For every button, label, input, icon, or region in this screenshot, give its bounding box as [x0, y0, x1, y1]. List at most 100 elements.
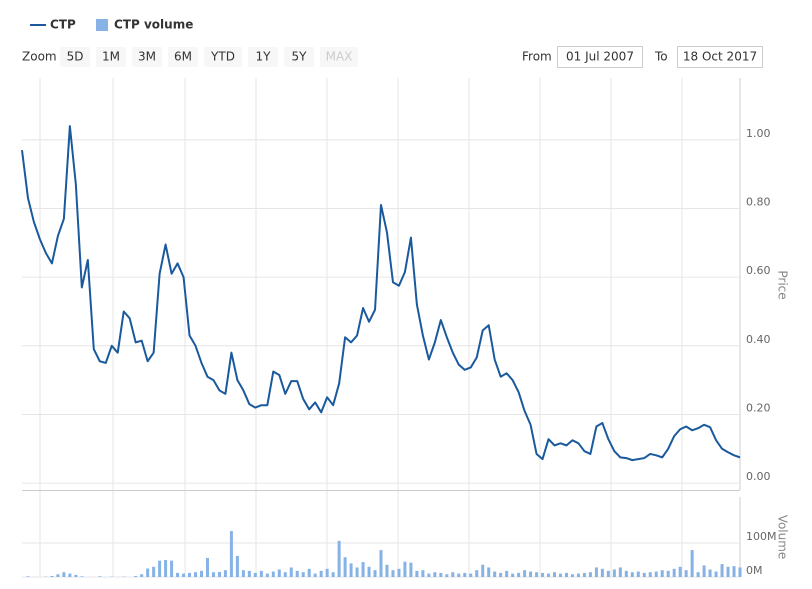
legend-label[interactable]: CTP — [50, 18, 76, 32]
zoom-button-bg[interactable] — [132, 47, 162, 67]
volume-bar — [319, 570, 323, 577]
legend-symbol[interactable] — [96, 19, 108, 31]
zoom-button[interactable]: 5D — [60, 47, 90, 67]
volume-bar — [439, 572, 443, 577]
volume-bar — [660, 570, 664, 577]
zoom-button-bg[interactable] — [168, 47, 198, 67]
volume-bar — [505, 570, 509, 577]
volume-bar — [576, 573, 580, 577]
volume-bar — [469, 573, 473, 577]
volume-bar — [630, 572, 634, 577]
volume-bar — [738, 567, 742, 577]
zoom-button-bg[interactable] — [204, 47, 242, 67]
from-input[interactable] — [557, 46, 643, 68]
volume-bar — [696, 572, 700, 577]
volume-bar — [726, 566, 730, 577]
zoom-button-bg[interactable] — [284, 47, 314, 67]
volume-bar — [415, 570, 419, 577]
volume-bar — [283, 572, 287, 577]
to-value[interactable]: 18 Oct 2017 — [683, 50, 757, 64]
zoom-button-label[interactable]: 1Y — [256, 50, 272, 64]
zoom-button-label[interactable]: 1M — [102, 50, 120, 64]
legend-item[interactable]: CTP — [30, 18, 76, 32]
volume-bar — [217, 571, 221, 577]
volume-bar — [337, 540, 341, 577]
volume-bar — [26, 576, 30, 577]
volume-bar — [307, 568, 311, 577]
volume-bar — [164, 559, 168, 577]
y-tick-label: 0.40 — [746, 333, 771, 346]
volume-bar — [535, 572, 539, 577]
volume-bar — [80, 576, 84, 577]
volume-bar — [732, 566, 736, 577]
vertical-grid — [22, 78, 741, 577]
from-value[interactable]: 01 Jul 2007 — [566, 50, 634, 64]
volume-bar — [325, 568, 329, 577]
zoom-button[interactable]: 1Y — [248, 47, 278, 67]
volume-bar — [349, 563, 353, 577]
zoom-button-bg[interactable] — [60, 47, 90, 67]
volume-bar — [523, 570, 527, 577]
volume-bar — [702, 565, 706, 577]
to-label: To — [654, 50, 668, 64]
zoom-button-label[interactable]: 5D — [67, 50, 84, 64]
volume-bar — [690, 550, 694, 577]
volume-bar — [403, 561, 407, 577]
volume-bar — [289, 567, 293, 577]
y-tick-label: 0.80 — [746, 195, 771, 208]
volume-bar — [200, 570, 203, 577]
volume-bar — [612, 569, 616, 577]
volume-bar — [475, 570, 479, 577]
zoom-button-label[interactable]: 5Y — [292, 50, 308, 64]
volume-bar — [134, 575, 138, 577]
volume-bar — [463, 572, 467, 577]
volume-bar — [68, 573, 72, 577]
volume-bar — [313, 573, 317, 577]
zoom-button[interactable]: 3M — [132, 47, 162, 67]
volume-bar — [672, 568, 676, 577]
volume-bar — [277, 569, 281, 577]
zoom-button[interactable]: 1M — [96, 47, 126, 67]
volume-bar — [158, 560, 162, 577]
volume-bar — [182, 573, 186, 577]
zoom-button-label[interactable]: YTD — [210, 50, 235, 64]
volume-bar — [553, 572, 557, 577]
zoom-button[interactable]: 5Y — [284, 47, 314, 67]
zoom-label: Zoom — [22, 50, 57, 64]
volume-bar — [295, 570, 299, 577]
volume-bar — [331, 572, 335, 577]
volume-bar — [708, 569, 712, 577]
volume-bar — [194, 572, 198, 577]
legend-label[interactable]: CTP volume — [114, 18, 193, 32]
volume-bar — [391, 570, 395, 577]
volume-bar — [517, 572, 521, 577]
volume-bar — [211, 572, 215, 577]
zoom-button-label[interactable]: MAX — [326, 50, 353, 64]
zoom-button-bg[interactable] — [320, 47, 358, 67]
volume-bar — [373, 570, 377, 577]
zoom-button[interactable]: YTD — [204, 47, 242, 67]
volume-bar — [229, 531, 233, 577]
volume-bar — [247, 570, 251, 577]
zoom-button[interactable]: MAX — [320, 47, 358, 67]
zoom-button-label[interactable]: 3M — [138, 50, 156, 64]
volume-bar — [588, 572, 592, 577]
to-input[interactable] — [677, 46, 763, 68]
volume-bar — [98, 576, 102, 577]
volume-bar — [594, 567, 598, 577]
zoom-button-label[interactable]: 6M — [174, 50, 192, 64]
volume-bar — [367, 566, 371, 577]
y-axis-title: Volume — [776, 515, 790, 560]
volume-bar — [457, 573, 461, 577]
volume-bar — [271, 571, 275, 577]
volume-bar — [648, 572, 652, 577]
volume-bar — [559, 573, 562, 577]
volume-bar — [582, 572, 586, 577]
legend-item[interactable]: CTP volume — [96, 18, 193, 32]
zoom-button-bg[interactable] — [96, 47, 126, 67]
volume-bar — [152, 566, 156, 577]
volume-bar — [176, 572, 180, 577]
volume-bar — [499, 572, 503, 577]
zoom-button-bg[interactable] — [248, 47, 278, 67]
zoom-button[interactable]: 6M — [168, 47, 198, 67]
